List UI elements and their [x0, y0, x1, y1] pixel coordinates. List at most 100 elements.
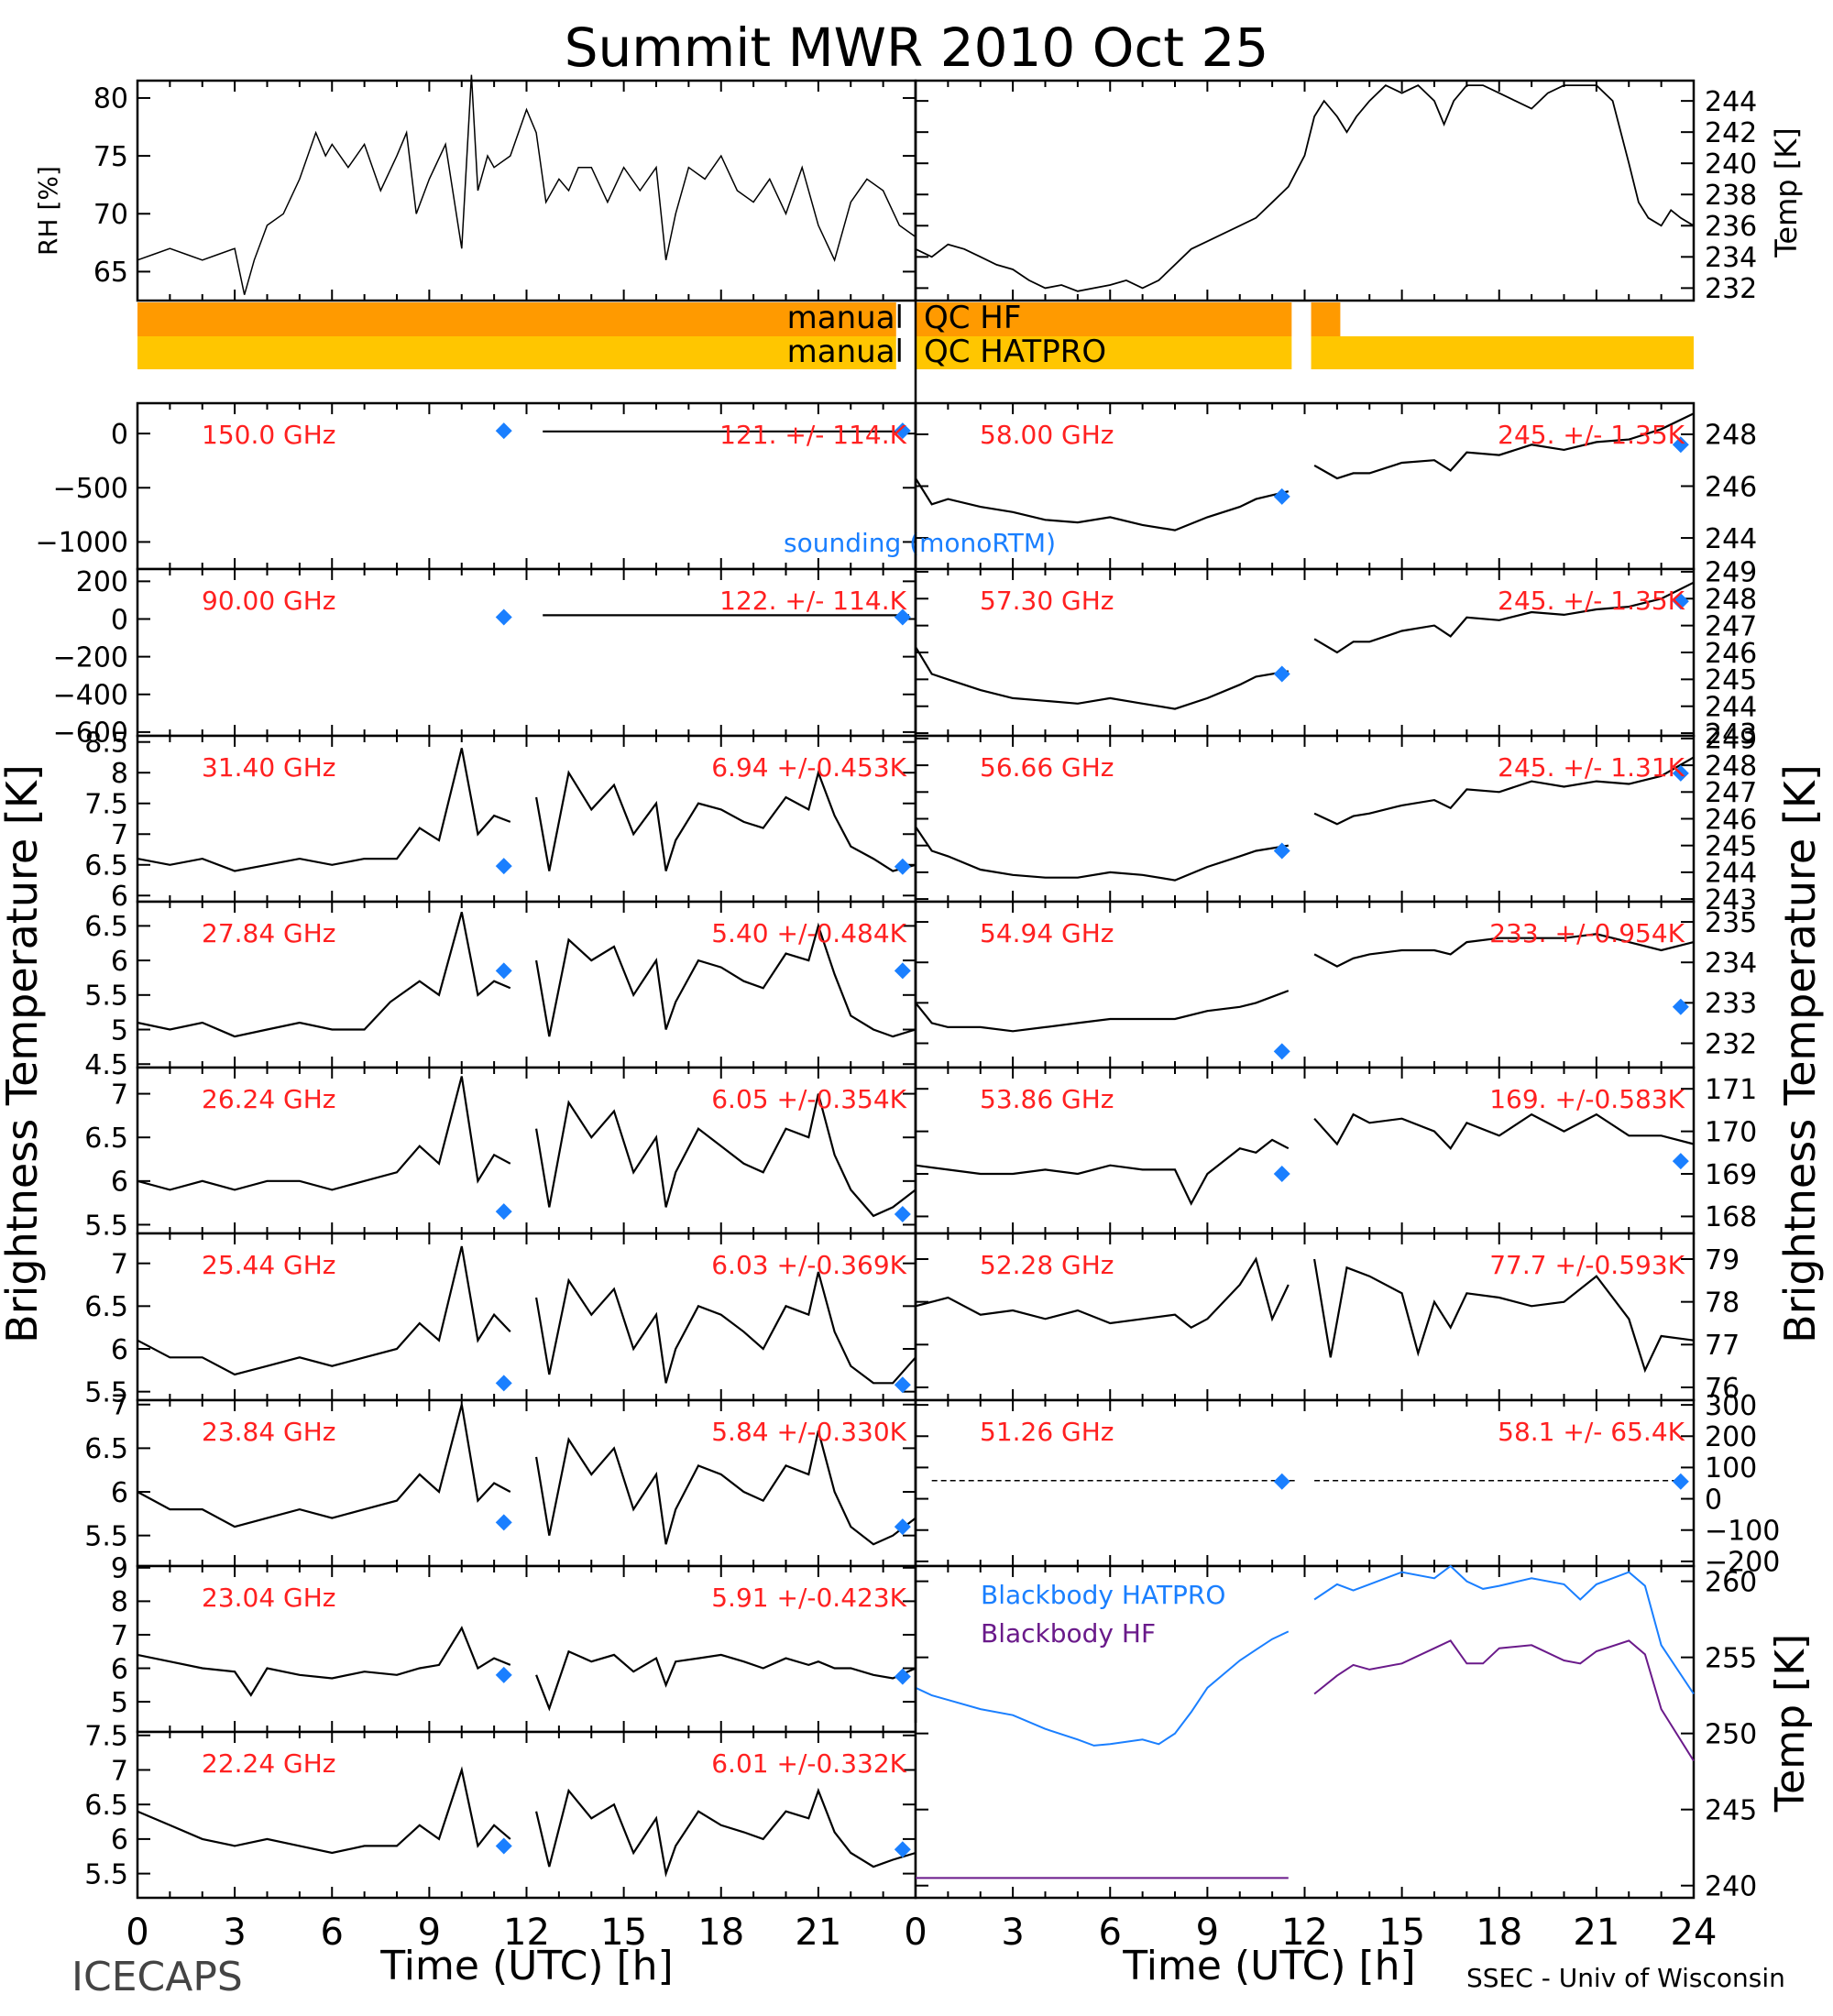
series-line: [915, 826, 1289, 882]
y-tick-label: 240: [1705, 1871, 1757, 1903]
y-tick-label: 247: [1705, 610, 1757, 642]
series-line: [1313, 581, 1695, 654]
y-tick-label: 0: [1705, 1484, 1722, 1516]
frequency-label: 31.40 GHz: [202, 752, 336, 783]
y-tick-label: 6: [111, 946, 128, 978]
frequency-label: 26.24 GHz: [202, 1084, 336, 1114]
stat-label: 122. +/- 114.K: [719, 586, 906, 616]
x-tick-label: 9: [418, 1912, 441, 1954]
panel-31-40-ghz: 8.587.576.56 31.40 GHz 6.94 +/-0.453K: [84, 728, 917, 913]
y-tick-label: 5.5: [84, 1520, 128, 1552]
x-tick-label: 0: [904, 1912, 927, 1954]
x-tick-label: 6: [321, 1912, 344, 1954]
panel-150-0-ghz: 0 −500 −1000 150.0 GHz 121. +/- 114.K: [36, 401, 917, 571]
y-tick-label: 6.5: [84, 1790, 128, 1822]
panel-25-44-ghz: 7 6.5 6 5.5 25.44 GHz 6.03 +/-0.369K: [84, 1232, 917, 1408]
y-tick-label: 0: [111, 604, 128, 636]
qc-hatpro-label: QC HATPRO: [924, 334, 1106, 370]
frequency-label: 27.84 GHz: [202, 918, 336, 948]
panel-52-28-ghz: 79 78 77 76 52.28 GHz 77.7 +/-0.593K: [914, 1232, 1740, 1405]
stat-label: 245. +/- 1.35K: [1498, 420, 1685, 450]
frequency-label: 150.0 GHz: [202, 420, 336, 450]
series-line: [1313, 1112, 1695, 1150]
panel-54-94-ghz: 235 234 233 232 54.94 GHz 233. +/-0.954K: [914, 900, 1757, 1069]
series-line: [535, 922, 916, 1038]
y-tick-label: 75: [93, 141, 128, 173]
qc-hatpro-band: [137, 336, 896, 369]
series-line: [1313, 756, 1695, 826]
y-tick-label: 245: [1705, 664, 1757, 696]
sounding-marker: [495, 858, 512, 875]
y-tick-label: 248: [1705, 584, 1757, 616]
series-line: [137, 1245, 511, 1376]
y-tick-label: 5.5: [84, 1376, 128, 1408]
panel-frame: [914, 734, 1696, 904]
x-tick-label: 9: [1196, 1912, 1219, 1954]
y-tick-label: 170: [1705, 1116, 1757, 1148]
y-tick-label: 6.5: [84, 1123, 128, 1155]
panel-frame: [136, 79, 917, 302]
y-axis-label-right: Brightness Temperature [K]: [1775, 764, 1825, 1343]
stat-label: 169. +/-0.583K: [1489, 1084, 1685, 1114]
sounding-marker: [1273, 1166, 1290, 1183]
x-axis-label-left: Time (UTC) [h]: [379, 1943, 673, 1989]
series-line: [915, 646, 1289, 710]
sounding-marker: [894, 1518, 911, 1536]
y-tick-label: 70: [93, 199, 128, 231]
sounding-label: sounding (monoRTM): [784, 528, 1056, 558]
x-tick-label: 6: [1099, 1912, 1122, 1954]
sounding-marker: [894, 1668, 911, 1685]
y-tick-label: 80: [93, 83, 128, 115]
y-tick-label: 79: [1705, 1244, 1740, 1276]
frequency-label: 23.04 GHz: [202, 1583, 336, 1613]
x-tick-label: 12: [503, 1912, 550, 1954]
y-tick-label: −400: [53, 680, 128, 712]
y-tick-label: 260: [1705, 1566, 1757, 1598]
y-tick-label: 250: [1705, 1718, 1757, 1750]
y-tick-label: 243: [1705, 718, 1757, 751]
series-line: [137, 1766, 511, 1855]
y-tick-label: 232: [1705, 273, 1757, 305]
y-tick-label: 6: [111, 1167, 128, 1199]
chart-title: Summit MWR 2010 Oct 25: [565, 16, 1269, 79]
series-line: [137, 1404, 511, 1528]
y-tick-label: 6.5: [84, 911, 128, 943]
sounding-marker: [1672, 998, 1689, 1015]
y-tick-label: −1000: [36, 527, 128, 559]
series-line: [137, 1626, 511, 1697]
y-tick-label: 300: [1705, 1390, 1757, 1422]
footer-left: ICECAPS: [71, 1954, 243, 2000]
sounding-marker: [495, 608, 512, 626]
frequency-label: 51.26 GHz: [980, 1417, 1114, 1447]
panel-53-86-ghz: 171 170 169 168 53.86 GHz 169. +/-0.583K: [914, 1066, 1757, 1235]
series-line: [535, 1787, 916, 1878]
frequency-label: 52.28 GHz: [980, 1250, 1114, 1280]
y-tick-label: 6.5: [84, 850, 128, 882]
temp-axis-label: Temp [K]: [1769, 127, 1804, 257]
series-line: [1313, 1258, 1695, 1374]
y-tick-label: 6: [111, 1477, 128, 1509]
y-tick-label: −200: [1705, 1547, 1780, 1579]
frequency-label: 56.66 GHz: [980, 752, 1114, 783]
panel-frame: [914, 79, 1696, 302]
y-tick-label: 7: [111, 1755, 128, 1787]
y-tick-label: 169: [1705, 1159, 1757, 1191]
panel-rh: 65 70 75 80: [93, 74, 917, 302]
panel-22-24-ghz: 7.576.565.5 22.24 GHz 6.01 +/-0.332K: [84, 1721, 917, 1900]
qc-hatpro-label: manual: [787, 334, 904, 370]
x-tick-label: 15: [1378, 1912, 1425, 1954]
stat-label: 77.7 +/-0.593K: [1489, 1250, 1685, 1280]
stat-label: 5.40 +/-0.484K: [711, 918, 906, 948]
frequency-label: 58.00 GHz: [980, 420, 1114, 450]
y-tick-label: 7.5: [84, 789, 128, 821]
y-tick-label: 249: [1705, 557, 1757, 589]
panel-frame: [136, 1564, 917, 1734]
sounding-marker: [1672, 593, 1689, 610]
series-line: [915, 990, 1290, 1033]
sounding-marker: [894, 858, 911, 875]
y-tick-label: 5.5: [84, 1858, 128, 1890]
